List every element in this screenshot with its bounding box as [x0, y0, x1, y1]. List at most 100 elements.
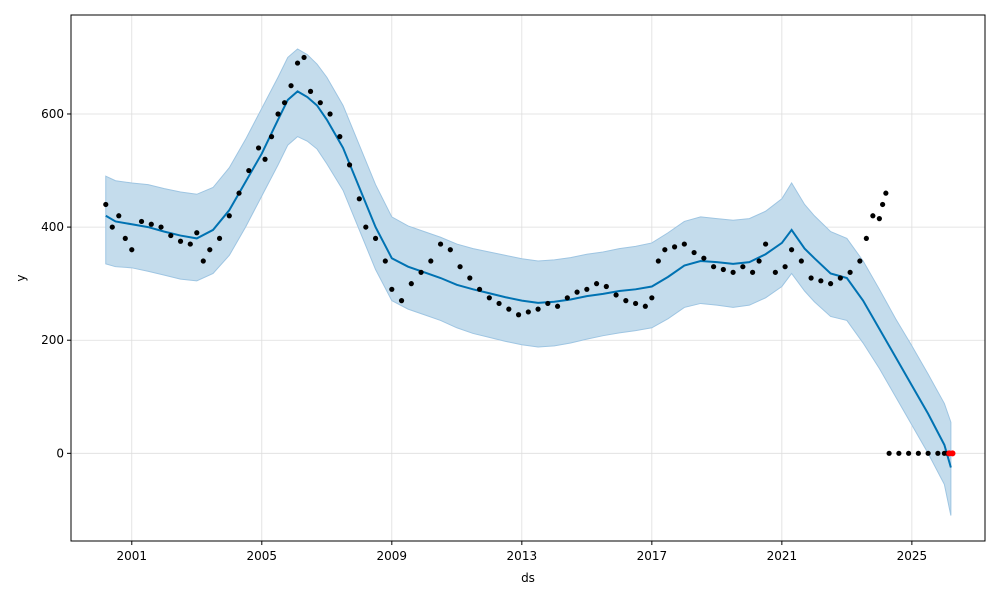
observed-point	[857, 258, 863, 264]
future-point	[896, 450, 902, 456]
observed-point	[216, 235, 223, 242]
observed-point	[880, 201, 886, 208]
observed-point	[294, 60, 301, 66]
y-tick-label: 400	[41, 220, 64, 234]
observed-point	[655, 258, 661, 264]
observed-point	[129, 247, 135, 253]
observed-point	[593, 281, 600, 287]
x-axis-ticks: 2001 2005 2009 2013 2017 2021 2025	[117, 541, 928, 563]
observed-point	[428, 258, 434, 264]
observed-point	[200, 258, 206, 264]
observed-point	[187, 241, 193, 247]
observed-point	[876, 216, 882, 222]
future-point	[935, 450, 941, 456]
observed-point	[346, 162, 353, 168]
observed-point	[148, 221, 154, 227]
observed-point	[418, 269, 424, 275]
observed-point	[603, 283, 609, 290]
observed-point	[613, 292, 619, 298]
observed-point	[671, 244, 678, 250]
observed-point	[467, 275, 473, 281]
observed-point	[710, 264, 717, 270]
observed-point	[255, 145, 262, 151]
x-tick-label: 2025	[897, 549, 928, 563]
observed-point	[720, 266, 726, 273]
observed-point	[496, 300, 502, 307]
observed-point	[226, 213, 232, 219]
observed-point	[194, 230, 200, 236]
observed-point	[730, 269, 736, 275]
forecast-line-layer	[105, 90, 952, 468]
observed-point	[138, 218, 145, 225]
observed-point	[457, 264, 463, 270]
observed-points-layer	[103, 54, 956, 457]
observed-point	[122, 235, 128, 242]
y-tick-label: 600	[41, 107, 64, 121]
observed-point	[870, 213, 876, 219]
observed-point	[262, 156, 268, 162]
y-axis-label: y	[14, 274, 28, 281]
observed-point	[828, 281, 834, 287]
observed-point	[437, 241, 444, 247]
x-tick-label: 2017	[637, 549, 668, 563]
plot-frame	[70, 14, 986, 542]
observed-point	[177, 238, 184, 244]
future-point	[915, 450, 921, 456]
observed-point	[447, 247, 453, 253]
observed-point	[649, 295, 655, 301]
observed-point	[506, 306, 512, 312]
observed-point	[763, 241, 769, 247]
x-axis-label: ds	[521, 571, 535, 585]
observed-point	[863, 235, 869, 242]
observed-point	[301, 54, 307, 61]
observed-point	[408, 281, 414, 287]
observed-point	[623, 298, 629, 304]
x-tick-label: 2001	[117, 549, 148, 563]
x-tick-label: 2009	[377, 549, 408, 563]
observed-point	[327, 111, 333, 117]
observed-point	[564, 295, 570, 301]
observed-point	[515, 312, 522, 318]
observed-point	[525, 309, 531, 315]
observed-point	[356, 196, 362, 202]
forecast-line	[105, 90, 952, 468]
observed-point	[246, 167, 252, 174]
y-tick-label: 0	[56, 446, 64, 460]
y-axis-ticks: 0 200 400 600	[41, 107, 71, 460]
observed-point	[691, 249, 697, 256]
observed-point	[363, 224, 369, 230]
future-point	[906, 450, 912, 456]
observed-point	[662, 247, 668, 253]
x-tick-label: 2021	[767, 549, 798, 563]
uncertainty-band	[105, 48, 952, 516]
future-point	[925, 450, 931, 456]
observed-point	[281, 100, 288, 106]
x-tick-label: 2005	[247, 549, 278, 563]
observed-point	[772, 269, 778, 275]
observed-point	[158, 224, 164, 230]
observed-point	[798, 258, 804, 264]
observed-point	[268, 134, 275, 140]
observed-point	[837, 275, 843, 281]
observed-point	[337, 134, 343, 140]
observed-point	[535, 306, 541, 312]
observed-point	[116, 213, 122, 219]
observed-point	[574, 289, 580, 295]
observed-point	[275, 111, 281, 117]
observed-point	[883, 190, 889, 196]
observed-point	[307, 88, 314, 94]
observed-point	[317, 100, 323, 106]
observed-point	[756, 258, 762, 264]
observed-point	[168, 232, 174, 239]
observed-point	[632, 300, 639, 307]
future-point	[886, 450, 892, 456]
observed-point	[109, 224, 115, 230]
observed-point	[236, 190, 242, 196]
observed-point	[398, 298, 405, 304]
observed-point	[545, 300, 551, 307]
uncertainty-band-layer	[105, 48, 952, 516]
observed-point	[389, 286, 395, 292]
highlight-point	[949, 450, 956, 457]
observed-point	[740, 264, 746, 270]
